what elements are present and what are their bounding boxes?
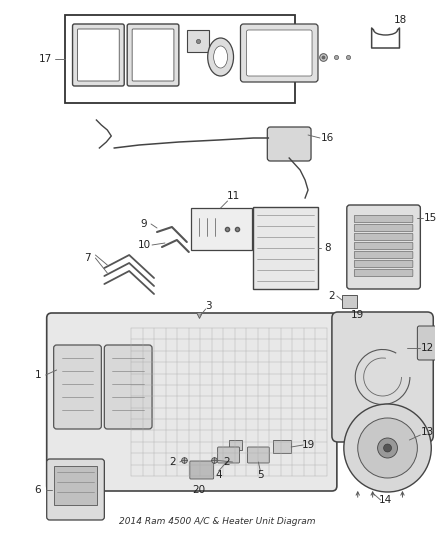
Text: 9: 9 — [141, 219, 148, 229]
FancyBboxPatch shape — [354, 215, 413, 222]
Text: 15: 15 — [424, 213, 437, 223]
FancyBboxPatch shape — [417, 326, 438, 360]
FancyBboxPatch shape — [47, 313, 337, 491]
Text: 11: 11 — [227, 191, 240, 201]
FancyBboxPatch shape — [354, 261, 413, 268]
FancyBboxPatch shape — [54, 466, 97, 505]
Text: 17: 17 — [39, 54, 52, 64]
Text: 2: 2 — [170, 457, 176, 467]
Bar — [342, 295, 357, 308]
Text: 2: 2 — [328, 291, 335, 301]
Text: 16: 16 — [321, 133, 335, 143]
FancyBboxPatch shape — [47, 459, 104, 520]
FancyBboxPatch shape — [218, 447, 240, 463]
Circle shape — [358, 418, 417, 478]
Bar — [229, 440, 243, 450]
Text: 8: 8 — [325, 243, 331, 253]
Text: 20: 20 — [192, 485, 205, 495]
Text: 6: 6 — [35, 485, 41, 495]
FancyBboxPatch shape — [267, 127, 311, 161]
Text: 4: 4 — [215, 470, 222, 480]
Text: 2014 Ram 4500 A/C & Heater Unit Diagram: 2014 Ram 4500 A/C & Heater Unit Diagram — [120, 518, 316, 527]
FancyBboxPatch shape — [104, 345, 152, 429]
Ellipse shape — [208, 38, 233, 76]
Circle shape — [378, 438, 398, 458]
FancyBboxPatch shape — [354, 243, 413, 249]
Circle shape — [384, 444, 392, 452]
Text: 19: 19 — [351, 310, 364, 320]
Bar — [64, 15, 295, 103]
FancyBboxPatch shape — [132, 29, 174, 81]
FancyBboxPatch shape — [54, 345, 101, 429]
Text: 10: 10 — [138, 240, 151, 250]
FancyBboxPatch shape — [190, 461, 214, 479]
Text: 3: 3 — [205, 301, 212, 311]
FancyBboxPatch shape — [354, 233, 413, 240]
FancyBboxPatch shape — [78, 29, 119, 81]
FancyBboxPatch shape — [247, 447, 269, 463]
Bar — [187, 30, 208, 52]
FancyBboxPatch shape — [347, 205, 420, 289]
Text: 18: 18 — [394, 15, 407, 25]
Circle shape — [344, 404, 431, 492]
FancyBboxPatch shape — [73, 24, 124, 86]
Text: 5: 5 — [257, 470, 264, 480]
Bar — [191, 208, 252, 250]
Ellipse shape — [214, 46, 228, 68]
FancyBboxPatch shape — [354, 270, 413, 277]
Text: 12: 12 — [420, 343, 434, 353]
Text: 14: 14 — [379, 495, 392, 505]
Text: 19: 19 — [301, 440, 314, 450]
FancyBboxPatch shape — [354, 252, 413, 259]
Text: 2: 2 — [223, 457, 230, 467]
Text: 1: 1 — [35, 370, 41, 380]
Text: 13: 13 — [420, 427, 434, 437]
FancyBboxPatch shape — [127, 24, 179, 86]
Text: 7: 7 — [84, 253, 91, 263]
Bar — [254, 207, 318, 289]
Bar — [273, 440, 291, 453]
FancyBboxPatch shape — [240, 24, 318, 82]
FancyBboxPatch shape — [247, 30, 312, 76]
FancyBboxPatch shape — [332, 312, 433, 442]
FancyBboxPatch shape — [354, 224, 413, 231]
